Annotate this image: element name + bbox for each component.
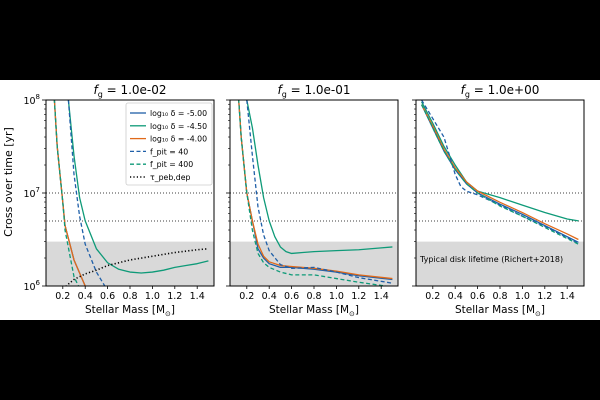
panel-3: Typical disk lifetime (Richert+2018) fg =… [412, 83, 585, 318]
x-label-end: ] [171, 304, 175, 316]
legend-label-5: f_pit = 400 [150, 160, 193, 169]
series-line-2 [246, 100, 393, 255]
lifetime-band-label: Typical disk lifetime (Richert+2018) [419, 255, 563, 264]
x-tick-label: 1.0 [145, 291, 160, 302]
x-tick-label: 0.8 [122, 291, 137, 302]
y-tick-exponent: 8 [36, 93, 40, 101]
x-label-text: Stellar Mass [M [455, 304, 535, 316]
x-tick-label: 0.8 [492, 291, 507, 302]
series-line-5 [238, 100, 391, 286]
series-line-1 [421, 104, 579, 243]
x-label-subscript: ⊙ [165, 310, 171, 318]
x-tick-label: 0.2 [239, 291, 254, 302]
x-tick-label: 0.8 [306, 291, 321, 302]
legend-box [125, 102, 213, 186]
title-value: = 1.0e-01 [287, 83, 351, 97]
legend: log₁₀ δ = -5.00 log₁₀ δ = -4.50 log₁₀ δ = … [125, 102, 213, 186]
y-tick-label: 107 [23, 186, 40, 200]
lifetime-band [416, 241, 584, 286]
figure-canvas: Cross over time [yr] fg = 1.0e-02 0.2 0.4 0… [0, 80, 600, 320]
x-axis-label: Stellar Mass [M⊙] [85, 304, 175, 318]
title-symbol: f [93, 83, 99, 97]
series-group [238, 100, 393, 286]
panel-title: fg = 1.0e+00 [461, 83, 540, 99]
x-tick-label: 0.4 [78, 291, 93, 302]
series-line-4 [246, 100, 393, 284]
x-tick-label: 0.6 [100, 291, 115, 302]
series-line-4 [421, 100, 579, 244]
title-symbol: f [461, 83, 467, 97]
title-value: = 1.0e+00 [470, 83, 539, 97]
legend-label-3: log₁₀ δ = -4.00 [150, 135, 207, 144]
x-axis-label: Stellar Mass [M⊙] [455, 304, 545, 318]
y-tick-label: 108 [23, 93, 40, 107]
y-tick-base: 10 [23, 96, 35, 107]
panel-title: fg = 1.0e-01 [277, 83, 350, 99]
y-tick-exponent: 6 [36, 279, 41, 287]
title-symbol: f [277, 83, 283, 97]
x-label-text: Stellar Mass [M [85, 304, 165, 316]
x-tick-label: 1.2 [167, 291, 182, 302]
x-tick-label: 1.4 [560, 291, 575, 302]
x-tick-label: 1.4 [190, 291, 205, 302]
y-tick-exponent: 7 [36, 186, 40, 194]
y-axis-label: Cross over time [yr] [2, 127, 15, 237]
x-tick-label: 1.4 [374, 291, 389, 302]
series-line-6 [64, 248, 209, 286]
x-label-text: Stellar Mass [M [269, 304, 349, 316]
legend-label-6: τ_peb,dep [150, 173, 191, 182]
x-tick-label: 0.6 [470, 291, 485, 302]
series-line-3 [421, 104, 579, 241]
x-label-subscript: ⊙ [349, 310, 355, 318]
title-subscript: g [98, 90, 103, 99]
x-tick-label: 0.4 [262, 291, 277, 302]
title-value: = 1.0e-02 [103, 83, 167, 97]
series-line-2 [421, 101, 579, 222]
y-tick-base: 10 [23, 282, 35, 293]
series-line-5 [53, 100, 80, 286]
series-line-2 [67, 100, 209, 274]
x-tick-label: 0.6 [284, 291, 299, 302]
title-subscript: g [282, 90, 287, 99]
legend-label-4: f_pit = 40 [150, 147, 188, 156]
x-tick-label: 1.0 [329, 291, 344, 302]
x-label-end: ] [541, 304, 545, 316]
x-tick-label: 1.2 [351, 291, 366, 302]
panel-1: fg = 1.0e-020.2 0.4 0.6 0.8 1.0 1.2 1.41061071… [23, 83, 215, 318]
x-label-end: ] [355, 304, 359, 316]
title-subscript: g [465, 90, 470, 99]
x-label-subscript: ⊙ [535, 310, 541, 318]
y-tick-label: 106 [23, 279, 40, 293]
panel-2: fg = 1.0e-01 0.2 0.4 0.6 0.8 1.0 1.2 1.4 Stellar… [226, 83, 399, 318]
series-line-5 [421, 104, 579, 245]
y-tick-base: 10 [23, 189, 35, 200]
legend-label-1: log₁₀ δ = -5.00 [150, 109, 207, 118]
legend-label-2: log₁₀ δ = -4.50 [150, 122, 207, 131]
series-group [421, 100, 579, 245]
x-tick-label: 0.2 [425, 291, 440, 302]
x-tick-label: 1.2 [537, 291, 552, 302]
series-group [53, 100, 209, 286]
x-tick-label: 0.4 [448, 291, 463, 302]
panel-title: fg = 1.0e-02 [93, 83, 166, 99]
figure-svg: Cross over time [yr] fg = 1.0e-020.2 0.4 0… [2, 83, 585, 318]
x-tick-label: 0.2 [55, 291, 70, 302]
x-tick-label: 1.0 [515, 291, 530, 302]
x-axis-label: Stellar Mass [M⊙] [269, 304, 359, 318]
